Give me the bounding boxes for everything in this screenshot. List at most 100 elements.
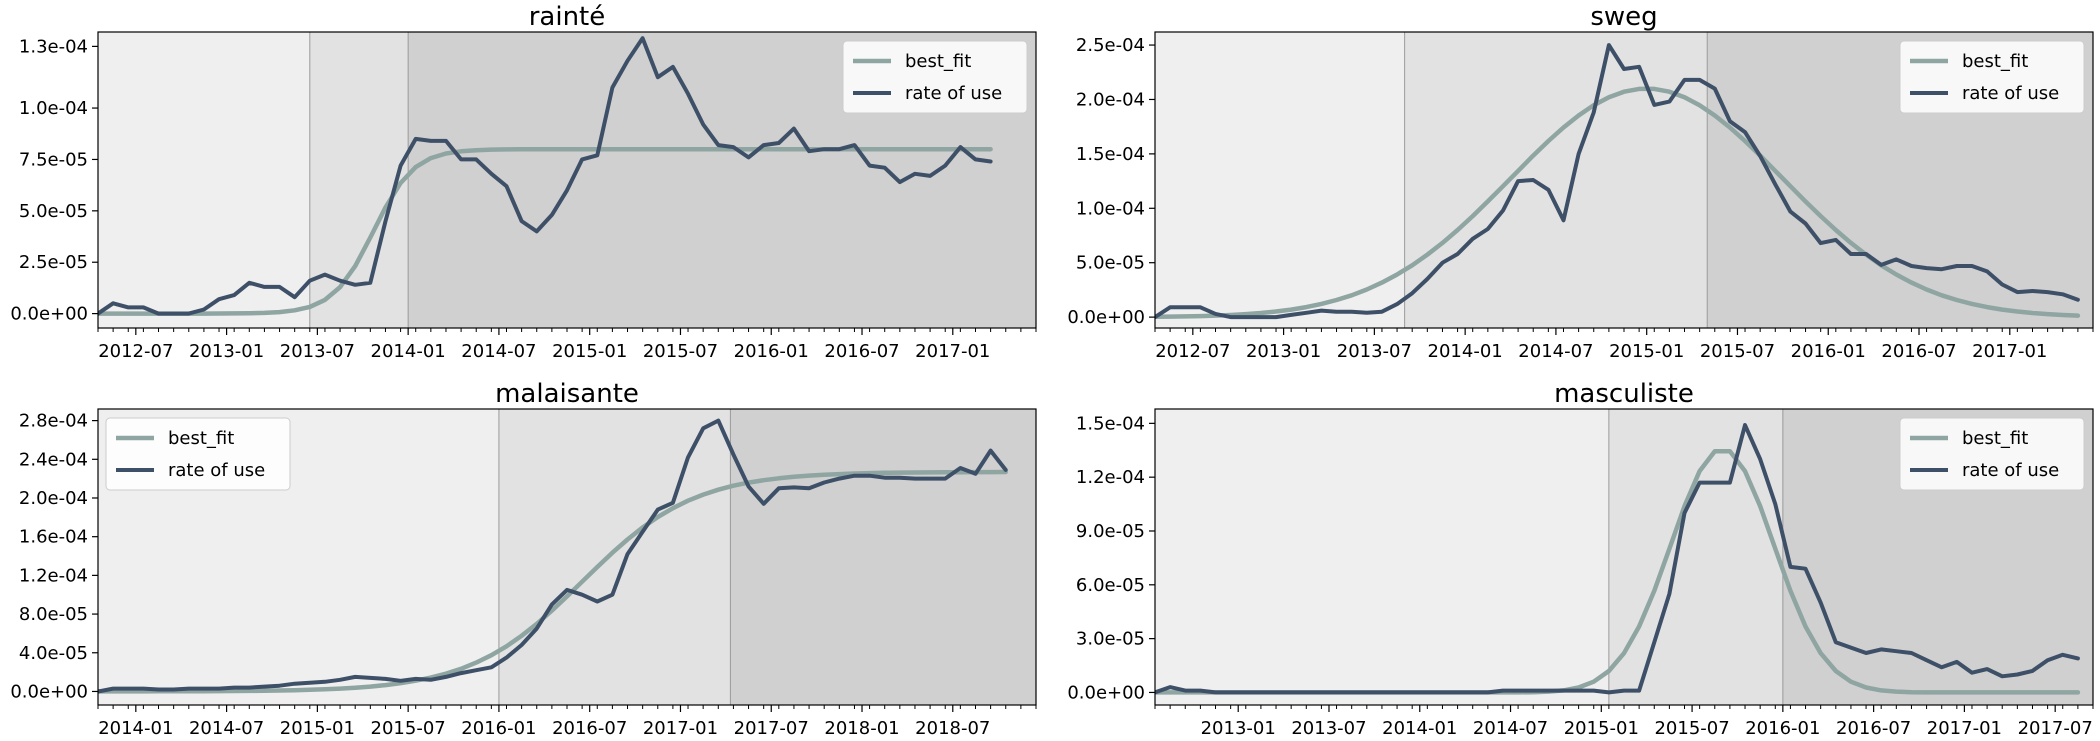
y-tick-label: 2.0e-04 xyxy=(1076,89,1145,110)
y-tick-label: 0.0e+00 xyxy=(1067,682,1145,703)
series-line-best-fit xyxy=(98,469,1008,694)
y-tick-label: 5.0e-05 xyxy=(19,201,88,222)
series-line-rate-of-use xyxy=(98,418,1008,694)
x-tick-label: 2013-07 xyxy=(1337,341,1412,362)
chart-title: malaisante xyxy=(495,379,639,409)
legend-label: rate of use xyxy=(1962,460,2059,481)
legend-label: best_fit xyxy=(1962,51,2028,72)
x-tick-label: 2016-01 xyxy=(461,718,536,739)
y-tick-label: 5.0e-05 xyxy=(1076,253,1145,274)
series-line-best-fit xyxy=(1155,86,2081,320)
y-tick-label: 2.0e-04 xyxy=(19,488,88,509)
region-early xyxy=(1155,409,1609,705)
y-tick-label: 0.0e+00 xyxy=(10,681,88,702)
x-tick-label: 2016-07 xyxy=(1836,718,1911,739)
series-line-rate-of-use xyxy=(98,36,993,316)
x-tick-label: 2016-01 xyxy=(734,341,809,362)
y-tick-label: 9.0e-05 xyxy=(1076,521,1145,542)
y-tick-label: 8.0e-05 xyxy=(19,604,88,625)
x-tick-label: 2013-07 xyxy=(1291,718,1366,739)
panel-masculiste: 0.0e+00 3.0e-05 6.0e-05 9.0e-05 1.2e-04 1.5e-… xyxy=(1067,379,2094,739)
chart-title: masculiste xyxy=(1554,379,1694,409)
x-tick-label: 2016-07 xyxy=(1881,341,1956,362)
x-tick-label: 2016-01 xyxy=(1791,341,1866,362)
x-tick-label: 2015-01 xyxy=(552,341,627,362)
legend-label: best_fit xyxy=(168,428,234,449)
region-growth xyxy=(1608,409,1783,705)
y-tick-label: 7.5e-05 xyxy=(19,149,88,170)
x-tick-label: 2014-07 xyxy=(461,341,536,362)
y-tick-label: 1.6e-04 xyxy=(19,527,88,548)
x-tick-label: 2015-01 xyxy=(280,718,355,739)
x-tick-label: 2013-01 xyxy=(189,341,264,362)
x-tick-label: 2017-01 xyxy=(1927,718,2002,739)
y-tick-label: 1.5e-04 xyxy=(1076,413,1145,434)
x-tick-label: 2014-01 xyxy=(1382,718,1457,739)
y-tick-label: 1.5e-04 xyxy=(1076,144,1145,165)
legend-label: best_fit xyxy=(1962,428,2028,449)
chart-title: rainté xyxy=(529,2,606,32)
x-tick-label: 2017-01 xyxy=(915,341,990,362)
x-tick-label: 2015-07 xyxy=(643,341,718,362)
region-early xyxy=(98,32,310,328)
x-tick-label: 2014-01 xyxy=(98,718,173,739)
legend-label: rate of use xyxy=(1962,83,2059,104)
region-growth xyxy=(1404,32,1708,328)
x-tick-label: 2016-07 xyxy=(552,718,627,739)
y-tick-label: 1.2e-04 xyxy=(19,565,88,586)
legend-label: rate of use xyxy=(905,83,1002,104)
legend-label: best_fit xyxy=(905,51,971,72)
y-tick-label: 0.0e+00 xyxy=(1067,307,1145,328)
y-tick-label: 6.0e-05 xyxy=(1076,575,1145,596)
y-tick-label: 1.3e-04 xyxy=(19,36,88,57)
y-tick-label: 1.0e-04 xyxy=(1076,198,1145,219)
region-growth xyxy=(309,32,409,328)
x-tick-label: 2017-01 xyxy=(643,718,718,739)
y-tick-label: 1.2e-04 xyxy=(1076,467,1145,488)
x-tick-label: 2015-07 xyxy=(371,718,446,739)
x-tick-label: 2016-07 xyxy=(824,341,899,362)
x-tick-label: 2014-07 xyxy=(1473,718,1548,739)
panel-rainte: 0.0e+00 2.5e-05 5.0e-05 7.5e-05 1.0e-04 1.3e-… xyxy=(10,2,1037,362)
legend-label: rate of use xyxy=(168,460,265,481)
series-line-rate-of-use xyxy=(1155,43,2080,320)
panel-sweg: 0.0e+00 5.0e-05 1.0e-04 1.5e-04 2.0e-04 2.5e-… xyxy=(1067,2,2094,362)
x-tick-label: 2017-07 xyxy=(2018,718,2093,739)
x-tick-label: 2015-01 xyxy=(1564,718,1639,739)
chart-title: sweg xyxy=(1590,2,1657,32)
region-growth xyxy=(498,409,731,705)
x-tick-label: 2012-07 xyxy=(1155,341,1230,362)
y-tick-label: 2.4e-04 xyxy=(19,449,88,470)
series-line-rate-of-use xyxy=(1155,423,2080,695)
x-tick-label: 2016-01 xyxy=(1745,718,1820,739)
y-tick-label: 3.0e-05 xyxy=(1076,629,1145,650)
x-tick-label: 2017-01 xyxy=(1972,341,2047,362)
x-tick-label: 2015-07 xyxy=(1700,341,1775,362)
x-tick-label: 2013-07 xyxy=(280,341,355,362)
x-tick-label: 2014-07 xyxy=(189,718,264,739)
x-tick-label: 2014-01 xyxy=(371,341,446,362)
x-tick-label: 2014-07 xyxy=(1518,341,1593,362)
x-tick-label: 2013-01 xyxy=(1201,718,1276,739)
x-tick-label: 2018-01 xyxy=(824,718,899,739)
x-tick-label: 2018-07 xyxy=(915,718,990,739)
x-tick-label: 2017-07 xyxy=(734,718,809,739)
region-early xyxy=(1155,32,1405,328)
y-tick-label: 2.8e-04 xyxy=(19,411,88,432)
x-tick-label: 2012-07 xyxy=(98,341,173,362)
x-tick-label: 2013-01 xyxy=(1246,341,1321,362)
y-tick-label: 0.0e+00 xyxy=(10,304,88,325)
x-tick-label: 2015-01 xyxy=(1609,341,1684,362)
y-tick-label: 1.0e-04 xyxy=(19,98,88,119)
x-tick-label: 2015-07 xyxy=(1654,718,1729,739)
panel-malaisante: 0.0e+00 4.0e-05 8.0e-05 1.2e-04 1.6e-04 2.0e-… xyxy=(10,379,1037,739)
y-tick-label: 2.5e-05 xyxy=(19,252,88,273)
y-tick-label: 4.0e-05 xyxy=(19,643,88,664)
y-tick-label: 2.5e-04 xyxy=(1076,35,1145,56)
x-tick-label: 2014-01 xyxy=(1428,341,1503,362)
